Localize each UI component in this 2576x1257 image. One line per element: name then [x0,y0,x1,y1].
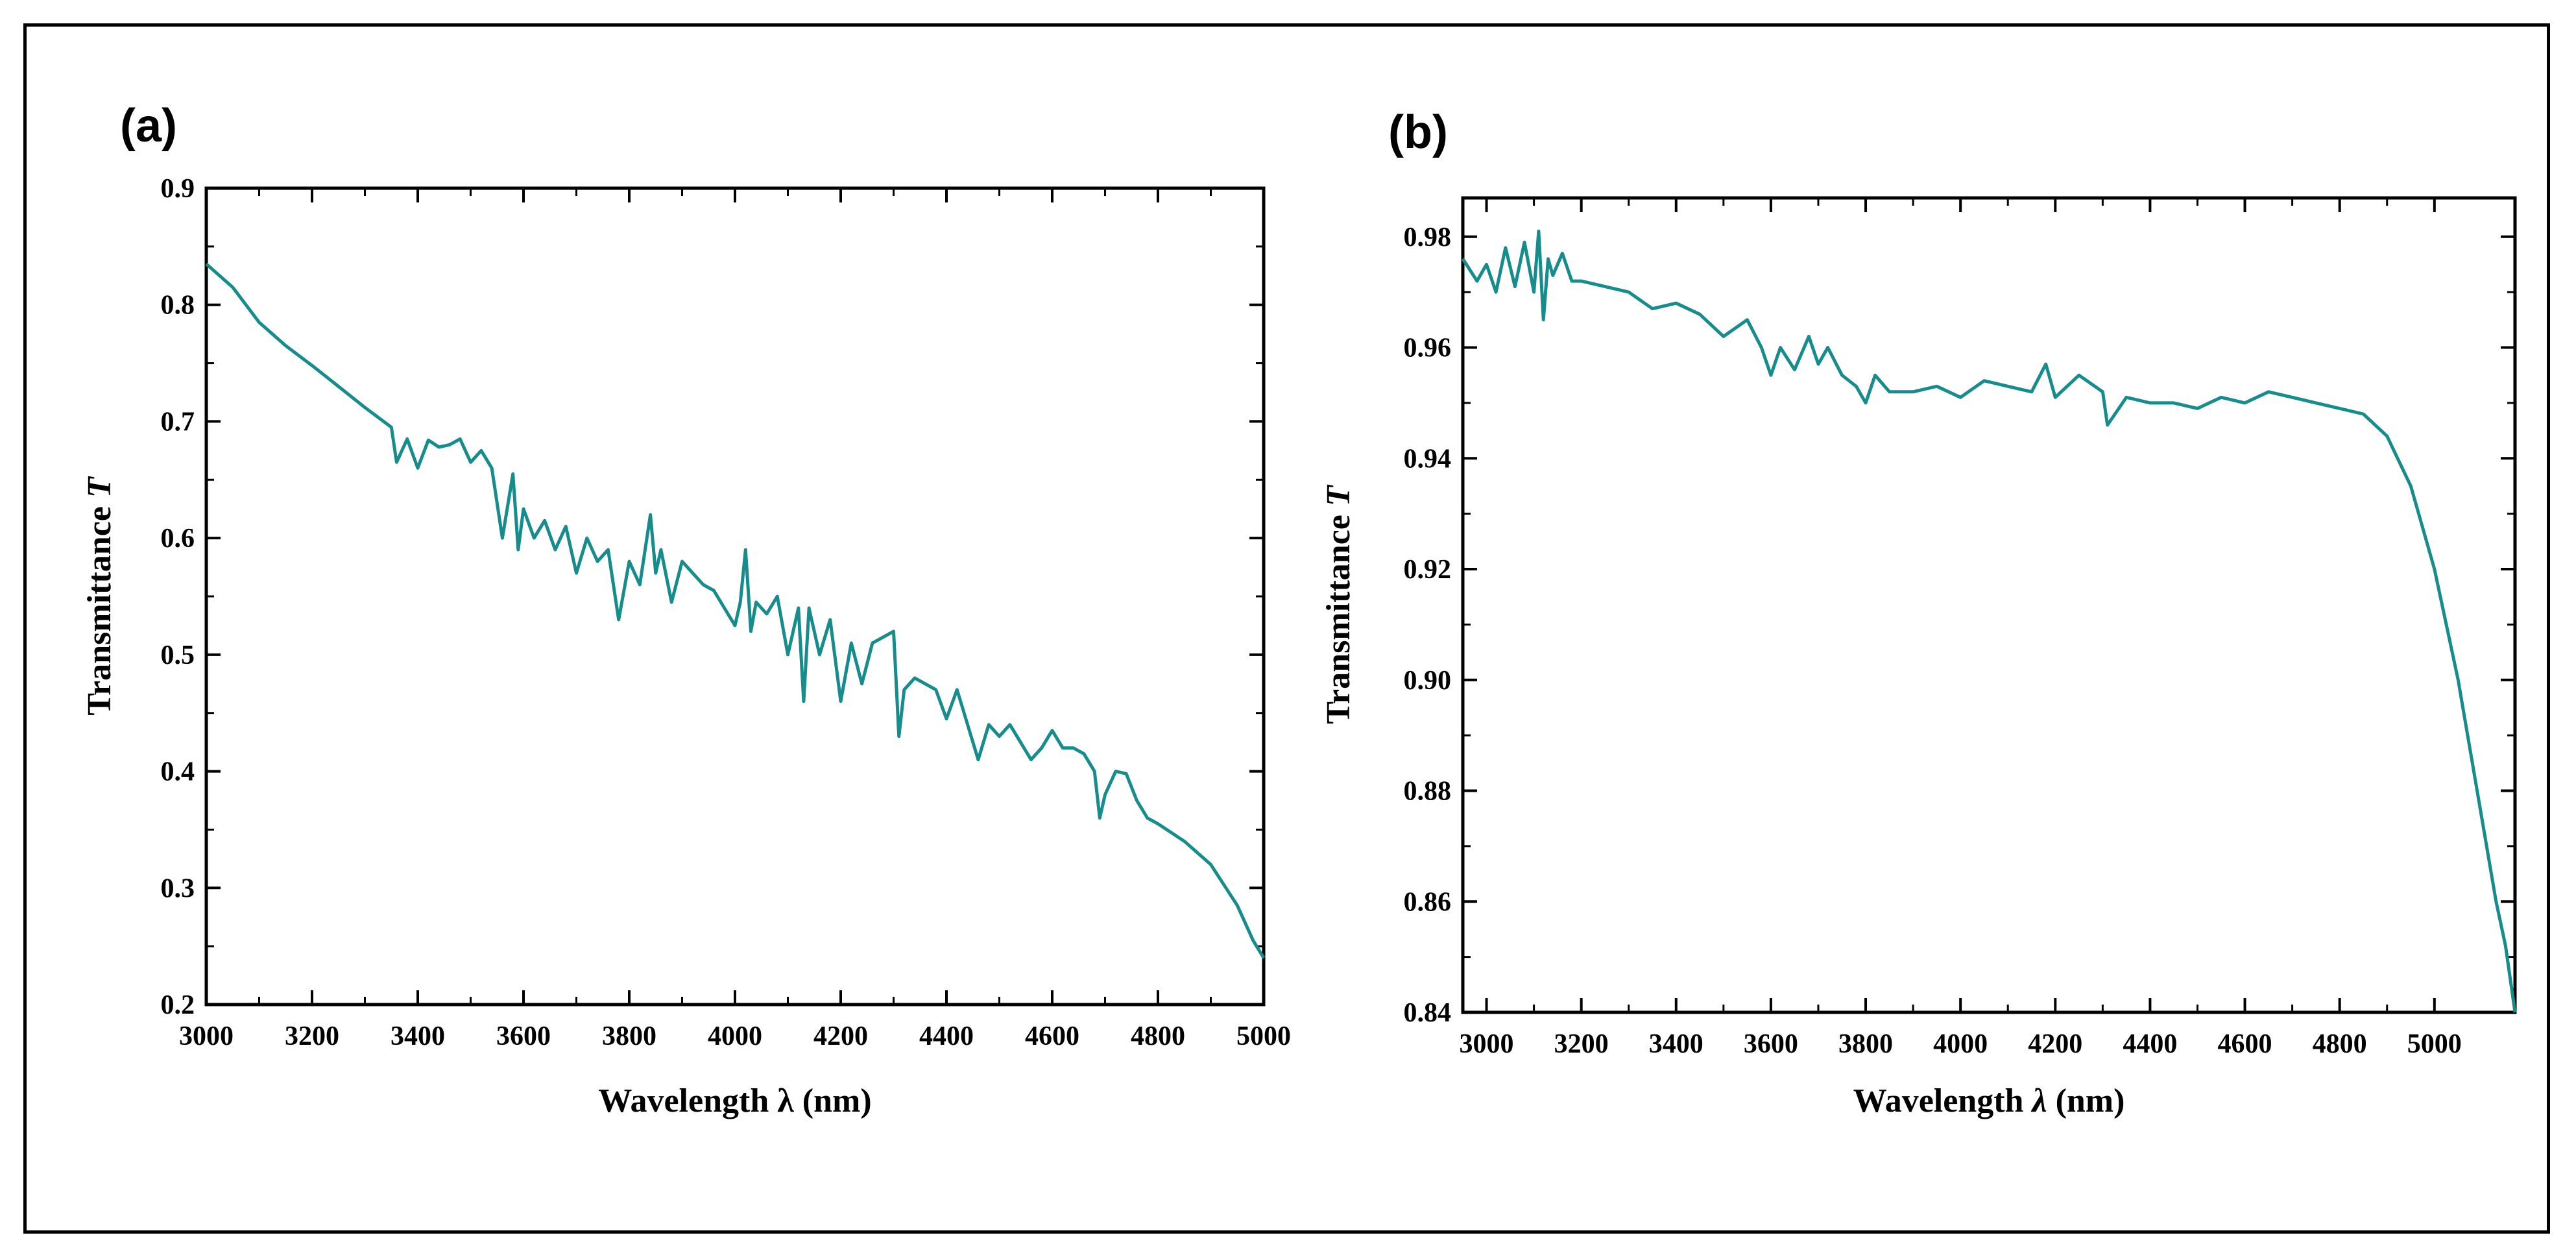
panel-b-series-line [1461,229,2517,1013]
panel-a-y-tick-label: 0.6 [161,524,195,554]
panel-b-y-tick-label: 0.84 [1404,998,1452,1028]
panel-b-x-tick-label: 3000 [1460,1029,1514,1059]
panel-a-x-tick-label: 4800 [1131,1021,1185,1051]
panel-a-y-tick-label: 0.7 [161,407,195,437]
panel-a-x-tick-label: 4000 [708,1021,762,1051]
panel-b-x-tick-label: 4400 [2123,1029,2177,1059]
panel-b-x-tick-label: 3400 [1649,1029,1703,1059]
panel-b: (b) 3000 3200 3400 3600 3800 4000 4200 4400 4600… [1320,106,2517,1119]
figure-frame [23,23,2550,1234]
panel-a-x-tick-label: 3200 [285,1021,339,1051]
panel-a-x-axis-title: Wavelength λ (nm) [598,1082,871,1119]
panel-a-x-tick-label: 3800 [602,1021,656,1051]
panel-b-y-tick-label: 0.88 [1404,777,1452,807]
panel-b-x-axis-title: Wavelength λ (nm) [1853,1082,2125,1119]
panel-b-x-tick-label: 4800 [2313,1029,2367,1059]
panel-a: (a) 3000 3200 3400 3600 3800 4000 4200 4400 4600… [81,100,1291,1119]
panel-a-ticks: 3000 3200 3400 3600 3800 4000 4200 4400 4600 4800… [161,174,1292,1051]
panel-b-y-tick-label: 0.94 [1404,444,1452,474]
panel-b-x-tick-label: 5000 [2407,1029,2462,1059]
panel-b-y-axis-title: Transmittance T [1320,484,1357,724]
panel-a-y-tick-label: 0.3 [161,873,195,903]
panel-a-x-tick-label: 3600 [496,1021,551,1051]
panel-a-x-tick-label: 3400 [391,1021,445,1051]
panel-b-label: (b) [1388,106,1448,158]
panel-b-plot-area [1461,196,2517,1014]
panel-b-y-tick-label: 0.96 [1404,334,1452,363]
panel-a-y-tick-label: 0.9 [161,174,195,204]
panel-b-x-tick-label: 4000 [1933,1029,1988,1059]
panel-b-ticks: 3000 3200 3400 3600 3800 4000 4200 4400 4600 4800… [1404,198,2515,1059]
panel-a-series-line [205,262,1266,959]
panel-a-x-tick-label: 4600 [1025,1021,1079,1051]
panel-a-y-axis-title: Transmittance T [81,476,118,716]
panel-a-y-tick-label: 0.4 [161,757,195,787]
panel-a-x-tick-label: 5000 [1236,1021,1291,1051]
panel-a-y-tick-label: 0.5 [161,641,195,670]
panel-a-x-tick-label: 4200 [813,1021,868,1051]
panel-a-label: (a) [120,100,177,152]
panel-b-y-tick-label: 0.90 [1404,666,1452,696]
panel-a-x-tick-label: 3000 [179,1021,234,1051]
panel-a-y-tick-label: 0.2 [161,990,195,1020]
panel-b-x-tick-label: 4200 [2028,1029,2082,1059]
panel-b-x-tick-label: 4600 [2218,1029,2272,1059]
panel-b-y-tick-label: 0.92 [1404,555,1452,585]
panel-b-y-tick-label: 0.98 [1404,223,1452,252]
panel-b-x-tick-label: 3200 [1554,1029,1609,1059]
panel-b-y-tick-label: 0.86 [1404,887,1452,917]
panel-a-y-tick-label: 0.8 [161,291,195,321]
panel-b-x-tick-label: 3800 [1838,1029,1893,1059]
panel-b-x-tick-label: 3600 [1744,1029,1798,1059]
panel-a-plot-area [204,186,1266,1007]
panel-a-x-tick-label: 4400 [919,1021,974,1051]
